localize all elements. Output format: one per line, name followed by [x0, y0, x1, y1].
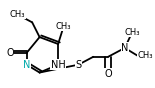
- Text: CH₃: CH₃: [124, 28, 140, 37]
- Text: CH₃: CH₃: [56, 22, 71, 31]
- Text: N: N: [121, 43, 128, 53]
- Text: N: N: [23, 60, 30, 70]
- Text: S: S: [75, 60, 82, 70]
- Text: CH₃: CH₃: [138, 51, 153, 60]
- Text: CH₃: CH₃: [10, 10, 25, 19]
- Text: O: O: [6, 48, 14, 58]
- Text: O: O: [104, 69, 112, 78]
- Text: NH: NH: [51, 60, 65, 70]
